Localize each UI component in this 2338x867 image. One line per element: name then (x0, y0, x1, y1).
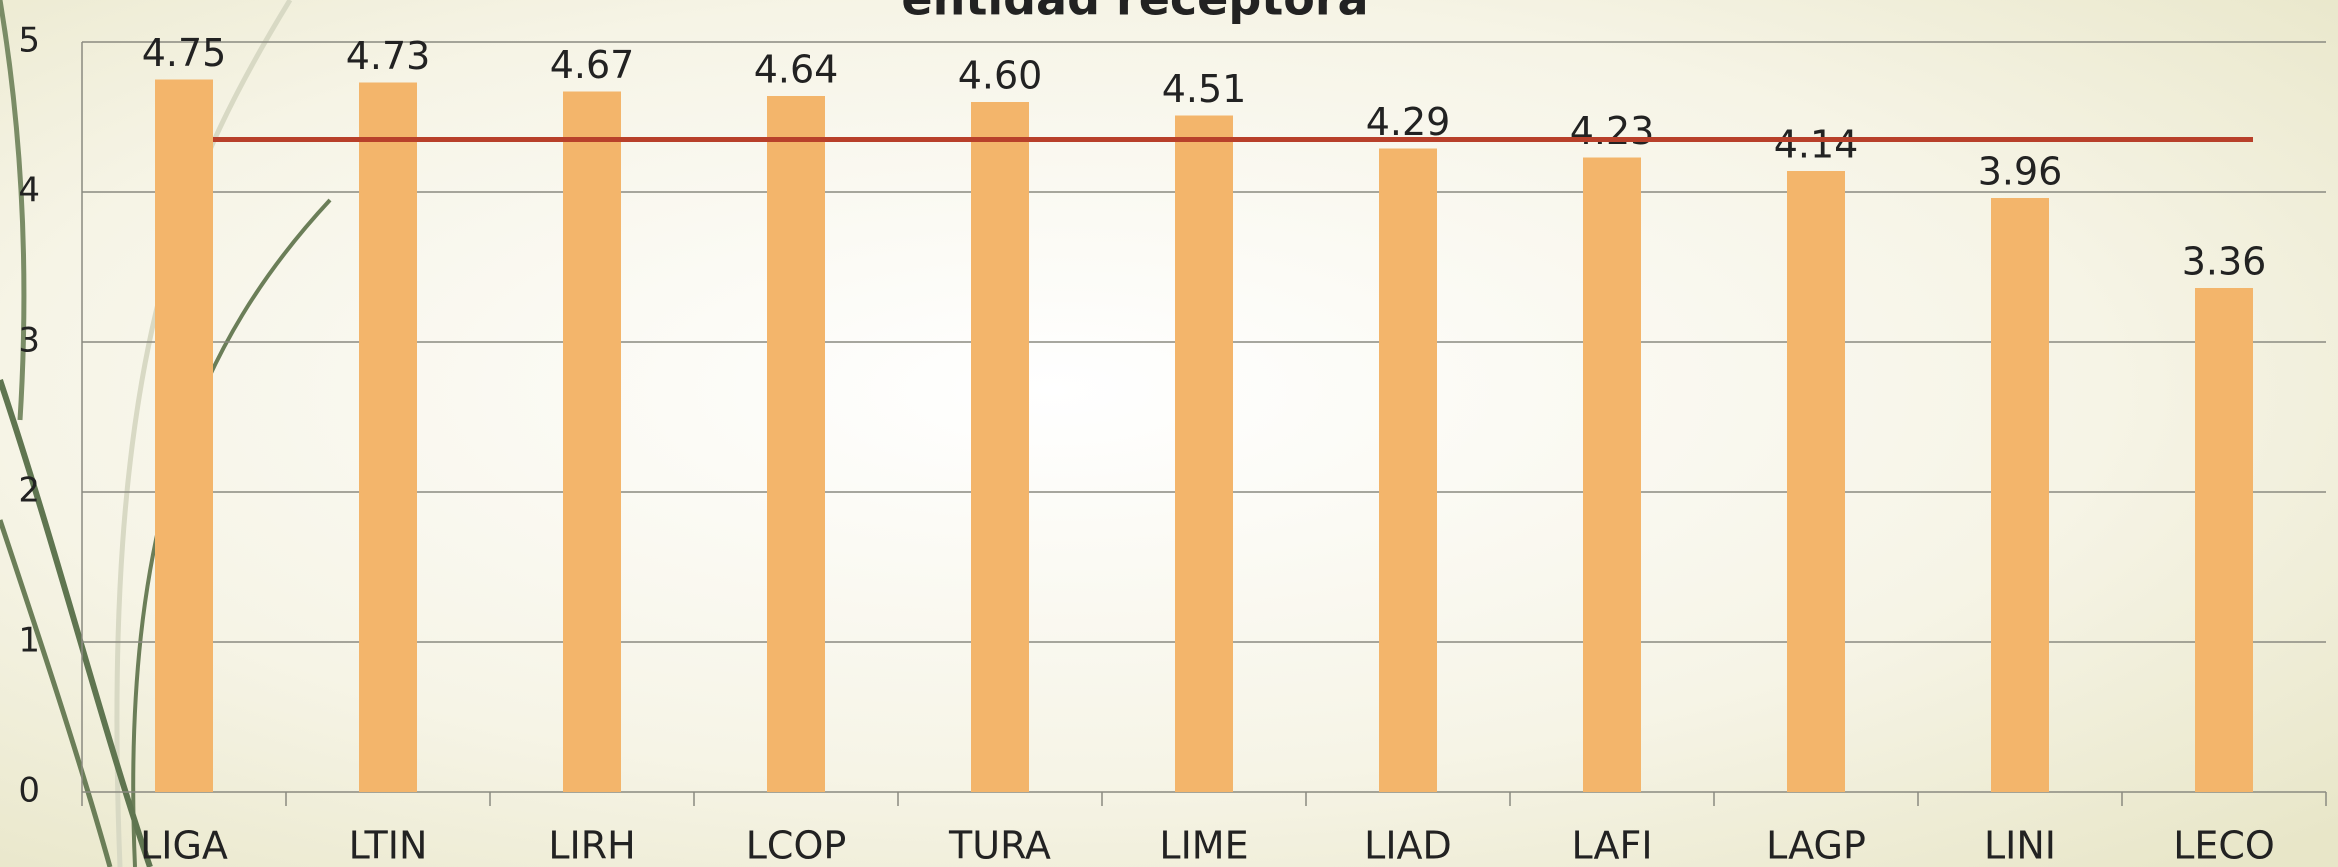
value-label: 4.23 (1570, 109, 1655, 153)
x-tick-label: LTIN (349, 824, 428, 867)
bar (1175, 116, 1233, 793)
bar (1583, 158, 1641, 793)
value-label: 4.73 (346, 34, 431, 78)
y-tick-label: 5 (18, 21, 40, 61)
value-label: 4.64 (754, 48, 839, 92)
bar (767, 96, 825, 792)
value-label: 4.60 (958, 54, 1043, 98)
value-label: 4.51 (1162, 67, 1247, 111)
x-tick-label: LIRH (548, 824, 635, 867)
x-tick-label: LECO (2173, 824, 2275, 867)
value-label: 4.75 (142, 31, 227, 75)
x-tick-label: LIGA (140, 824, 228, 867)
value-label: 4.67 (550, 43, 635, 87)
value-label: 3.96 (1978, 150, 2063, 194)
x-tick-label: LIAD (1364, 824, 1452, 867)
background (0, 0, 2338, 867)
bar (155, 80, 213, 793)
x-tick-label: LIME (1159, 824, 1248, 867)
x-tick-label: LAGP (1766, 824, 1866, 867)
y-tick-label: 1 (18, 621, 40, 661)
chart-title: entidad receptora (901, 0, 1368, 26)
x-tick-label: LAFI (1571, 824, 1652, 867)
value-label: 4.14 (1774, 123, 1859, 167)
bar (359, 83, 417, 793)
bar (563, 92, 621, 793)
bar (1991, 198, 2049, 792)
y-tick-label: 2 (18, 471, 40, 511)
bar (1787, 171, 1845, 792)
x-tick-label: LINI (1984, 824, 2056, 867)
bar (971, 102, 1029, 792)
page: {"chart_data": {"type": "bar", "title": … (0, 0, 2338, 867)
bar (2195, 288, 2253, 792)
bar (1379, 149, 1437, 793)
y-tick-label: 4 (18, 171, 40, 211)
x-tick-label: TURA (948, 824, 1051, 867)
y-tick-label: 0 (18, 771, 40, 811)
value-label: 3.36 (2182, 240, 2267, 284)
x-tick-label: LCOP (746, 824, 847, 867)
chart: entidad receptora 0 1 2 3 4 5 LIGA 4.75 LTIN 4.73… (0, 0, 2338, 867)
y-tick-label: 3 (18, 321, 40, 361)
